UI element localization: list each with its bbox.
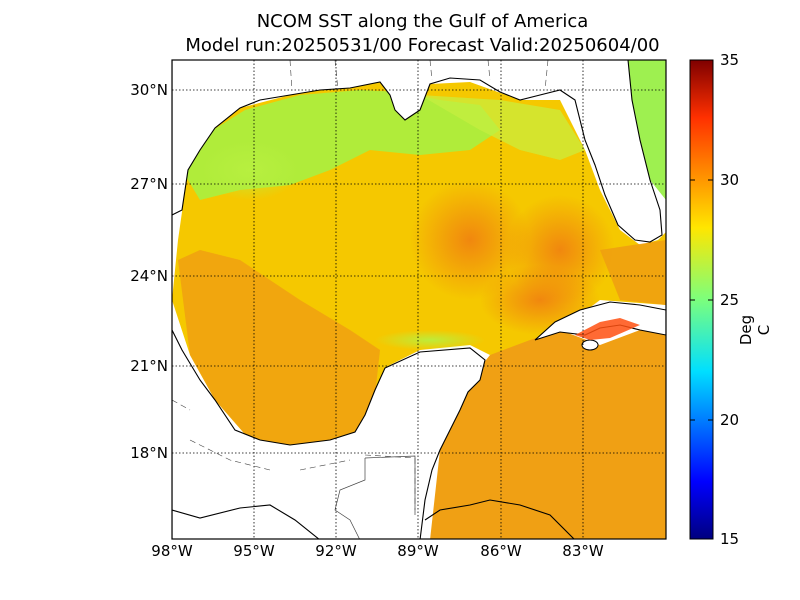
map-frame xyxy=(171,59,667,540)
map-grid xyxy=(172,60,666,539)
map-title-line2: Model run:20250531/00 Forecast Valid:202… xyxy=(185,35,660,56)
colorbar-tick-25: 25 xyxy=(720,291,740,309)
colorbar-unit-label: Deg C xyxy=(737,314,773,346)
lon-label-98w: 98°W xyxy=(151,542,193,560)
cool-patch-shelf xyxy=(420,95,585,160)
cuba-south-warm-water xyxy=(575,318,640,340)
cool-eddy-west xyxy=(200,140,300,200)
central-america-coast xyxy=(424,499,575,539)
warm-southwest xyxy=(178,250,380,445)
lon-label-95w: 95°W xyxy=(233,542,275,560)
lat-label-18n: 18°N xyxy=(130,444,168,462)
lat-label-24n: 24°N xyxy=(130,267,168,285)
colorbar-ticks xyxy=(690,179,713,421)
warm-eddy-central xyxy=(410,180,530,300)
colorbar-tick-15: 15 xyxy=(720,530,740,548)
colorbar-tick-35: 35 xyxy=(720,51,740,69)
atlantic-water xyxy=(628,60,666,200)
lat-label-30n: 30°N xyxy=(130,81,168,99)
us-gulf-coast-land xyxy=(172,60,663,243)
lat-label-27n: 27°N xyxy=(130,175,168,193)
lon-label-89w: 89°W xyxy=(397,542,439,560)
lon-label-83w: 83°W xyxy=(562,542,604,560)
lon-label-86w: 86°W xyxy=(480,542,522,560)
sst-field xyxy=(172,60,666,539)
colorbar-tick-30: 30 xyxy=(720,171,740,189)
lat-label-21n: 21°N xyxy=(130,357,168,375)
pacific-coast xyxy=(172,504,320,539)
caribbean-water xyxy=(430,330,666,539)
isla-juventud-land xyxy=(581,339,599,351)
cool-filament-yucatan xyxy=(375,330,485,350)
mexico-yucatan-land xyxy=(172,329,486,539)
country-border xyxy=(334,455,416,539)
bahamas-water xyxy=(600,240,666,305)
colorbar-tick-20: 20 xyxy=(720,411,740,429)
lon-label-92w: 92°W xyxy=(315,542,357,560)
map-title-line1: NCOM SST along the Gulf of America xyxy=(256,11,589,32)
